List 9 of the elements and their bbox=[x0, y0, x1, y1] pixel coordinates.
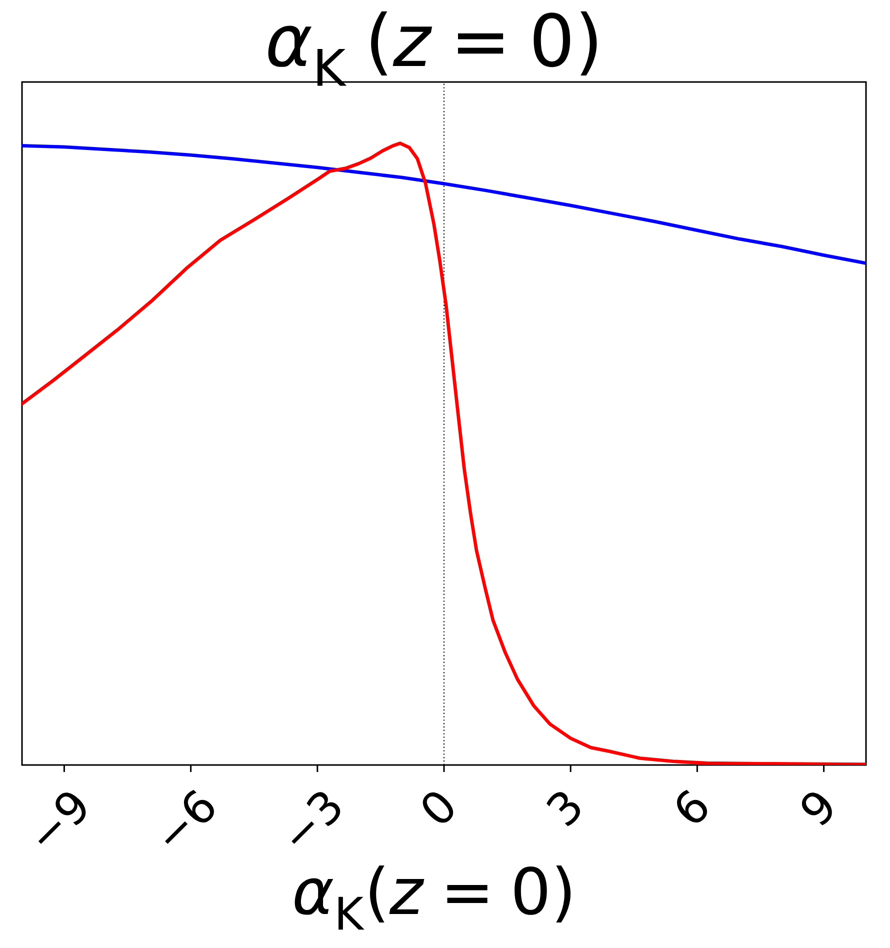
x-tick-label: 6 bbox=[677, 790, 708, 822]
x-tick-label: −9 bbox=[38, 792, 86, 844]
x-tick-label: −3 bbox=[292, 792, 340, 844]
chart-title: α$_{K}$ (z = 0) bbox=[268, 11, 597, 86]
x-tick-label: 0 bbox=[422, 792, 454, 823]
x-tick-label: 9 bbox=[802, 792, 832, 826]
x-axis-title: α$_{K}$(z = 0) bbox=[294, 865, 571, 930]
x-tick-label: 3 bbox=[546, 792, 580, 826]
x-tick-label: −6 bbox=[165, 790, 214, 844]
